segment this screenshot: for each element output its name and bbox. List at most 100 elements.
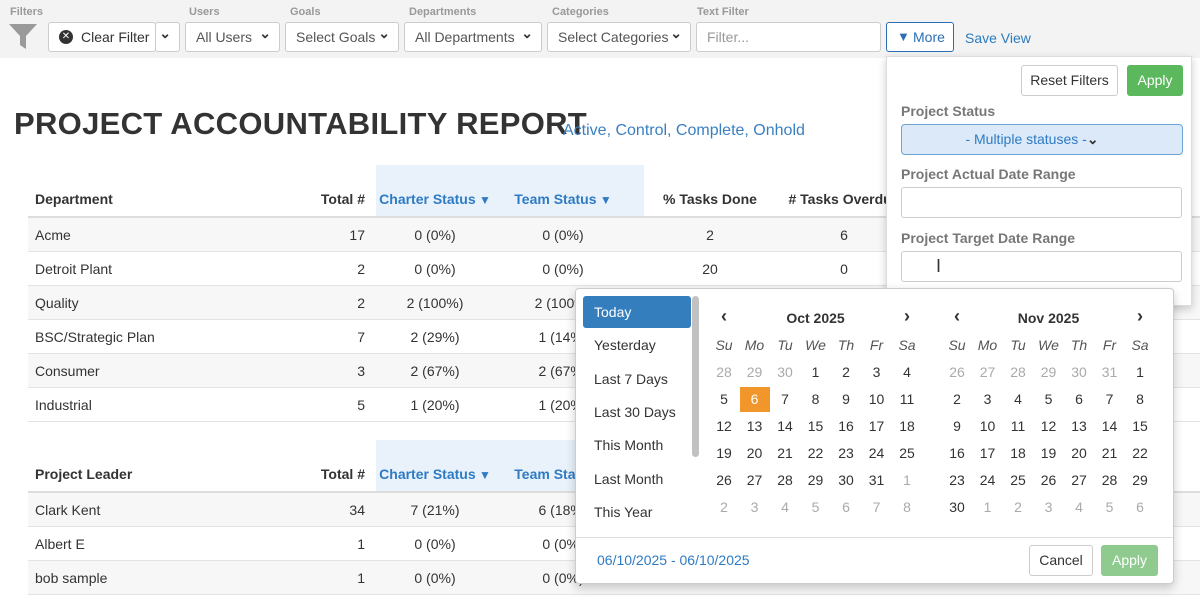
day[interactable]: 4 xyxy=(1014,391,1022,407)
apply-button[interactable]: Apply xyxy=(1101,545,1158,576)
day[interactable]: 25 xyxy=(1010,472,1026,488)
day[interactable]: 14 xyxy=(777,418,793,434)
clear-filter-toggle[interactable]: ⌄ xyxy=(155,22,180,52)
day[interactable]: 2 xyxy=(1014,499,1022,515)
prev-arrow[interactable]: ‹ xyxy=(954,306,960,326)
day[interactable]: 28 xyxy=(777,472,793,488)
day[interactable]: 3 xyxy=(1044,499,1053,515)
day[interactable]: 4 xyxy=(781,499,789,515)
range-option[interactable]: Last 30 Days xyxy=(594,403,676,420)
cancel-button[interactable]: Cancel xyxy=(1029,545,1093,576)
day[interactable]: 8 xyxy=(903,499,911,515)
day[interactable]: 22 xyxy=(807,445,824,461)
day[interactable]: 2 xyxy=(842,364,850,380)
day[interactable]: 15 xyxy=(807,418,824,434)
day[interactable]: 6 xyxy=(1075,391,1083,407)
select-categories[interactable]: Select Categories ⌄ xyxy=(547,22,691,52)
day[interactable]: 22 xyxy=(1132,445,1148,461)
day[interactable]: 2 xyxy=(720,499,728,515)
select-users[interactable]: All Users ⌄ xyxy=(185,22,280,52)
date-input[interactable] xyxy=(901,251,1182,282)
reset-filters-button[interactable]: Reset Filters xyxy=(1021,65,1118,96)
text-filter-input[interactable]: Filter... xyxy=(696,22,881,52)
status-select[interactable]: - Multiple statuses -⌄ xyxy=(901,124,1183,155)
range-option[interactable]: This Month xyxy=(594,437,664,454)
column-header[interactable]: Charter Status ▼ xyxy=(379,466,491,482)
next-arrow[interactable]: › xyxy=(1137,306,1143,326)
day[interactable]: 14 xyxy=(1101,418,1118,434)
filter-icon[interactable]: ▼ xyxy=(596,193,612,207)
day[interactable]: 1 xyxy=(983,499,992,515)
day[interactable]: 1 xyxy=(903,472,911,488)
day[interactable]: 19 xyxy=(716,445,732,461)
day[interactable]: 7 xyxy=(1105,391,1114,407)
day[interactable]: 26 xyxy=(1040,472,1057,488)
day[interactable]: 11 xyxy=(899,391,915,407)
day[interactable]: 26 xyxy=(949,364,965,380)
day[interactable]: 17 xyxy=(979,445,996,461)
day[interactable]: 26 xyxy=(716,472,732,488)
day[interactable]: 28 xyxy=(716,364,732,380)
day[interactable]: 30 xyxy=(949,499,965,515)
day[interactable]: 21 xyxy=(1101,445,1118,461)
day[interactable]: 11 xyxy=(1010,418,1026,434)
day[interactable]: 28 xyxy=(1101,472,1118,488)
day[interactable]: 9 xyxy=(953,418,961,434)
day[interactable]: 6 xyxy=(1136,499,1144,515)
day[interactable]: 29 xyxy=(1040,364,1057,380)
day[interactable]: 18 xyxy=(1010,445,1026,461)
day[interactable]: 12 xyxy=(1040,418,1057,434)
more-button[interactable]: More ▼ xyxy=(886,22,954,52)
day[interactable]: 4 xyxy=(1075,499,1083,515)
apply-button[interactable]: Apply xyxy=(1127,65,1183,96)
range-option[interactable]: Last Month xyxy=(594,470,664,487)
day[interactable]: 5 xyxy=(1105,499,1114,515)
day[interactable]: 30 xyxy=(838,472,854,488)
day[interactable]: 8 xyxy=(1136,391,1144,407)
date-input[interactable] xyxy=(901,187,1182,218)
select-goals[interactable]: Select Goals ⌄ xyxy=(285,22,399,52)
day[interactable]: 27 xyxy=(1071,472,1087,488)
day[interactable]: 12 xyxy=(716,418,732,434)
clear-filter-button[interactable]: Clear Filter ✕ xyxy=(48,22,156,52)
filter-icon[interactable]: ▼ xyxy=(475,193,491,207)
day[interactable]: 3 xyxy=(983,391,992,407)
day[interactable]: 24 xyxy=(979,472,996,488)
column-header[interactable]: Team Status ▼ xyxy=(514,191,612,207)
day[interactable]: 23 xyxy=(838,445,854,461)
save-view-link[interactable]: Save View xyxy=(965,30,1031,46)
day[interactable]: 16 xyxy=(949,445,965,461)
day[interactable]: 7 xyxy=(872,499,881,515)
day[interactable]: 7 xyxy=(781,391,789,407)
day[interactable]: 27 xyxy=(746,472,763,488)
day[interactable]: 10 xyxy=(868,391,885,407)
day[interactable]: 15 xyxy=(1132,418,1148,434)
day[interactable]: 17 xyxy=(868,418,885,434)
day[interactable]: 5 xyxy=(720,391,728,407)
day[interactable]: 1 xyxy=(1136,364,1144,380)
day[interactable]: 13 xyxy=(1071,418,1087,434)
day[interactable]: 6 xyxy=(842,499,850,515)
column-header[interactable]: Charter Status ▼ xyxy=(379,191,491,207)
filter-icon[interactable]: ▼ xyxy=(475,468,491,482)
select-departments[interactable]: All Departments ⌄ xyxy=(404,22,542,52)
next-arrow[interactable]: › xyxy=(904,306,910,326)
day[interactable]: 1 xyxy=(811,364,820,380)
day[interactable]: 25 xyxy=(899,445,915,461)
range-option[interactable]: Last 7 Days xyxy=(594,370,668,387)
day[interactable]: 21 xyxy=(777,445,793,461)
day[interactable]: 2 xyxy=(953,391,961,407)
range-option[interactable]: Yesterday xyxy=(594,337,656,354)
day[interactable]: 6 xyxy=(739,387,770,412)
day[interactable]: 27 xyxy=(979,364,996,380)
day[interactable]: 16 xyxy=(838,418,854,434)
day[interactable]: 8 xyxy=(811,391,820,407)
day[interactable]: 3 xyxy=(750,499,759,515)
day[interactable]: 30 xyxy=(1071,364,1087,380)
day[interactable]: 4 xyxy=(903,364,911,380)
day[interactable]: 10 xyxy=(979,418,996,434)
day[interactable]: 20 xyxy=(1071,445,1087,461)
day[interactable]: 29 xyxy=(1132,472,1148,488)
day[interactable]: 23 xyxy=(949,472,965,488)
day[interactable]: 18 xyxy=(899,418,915,434)
